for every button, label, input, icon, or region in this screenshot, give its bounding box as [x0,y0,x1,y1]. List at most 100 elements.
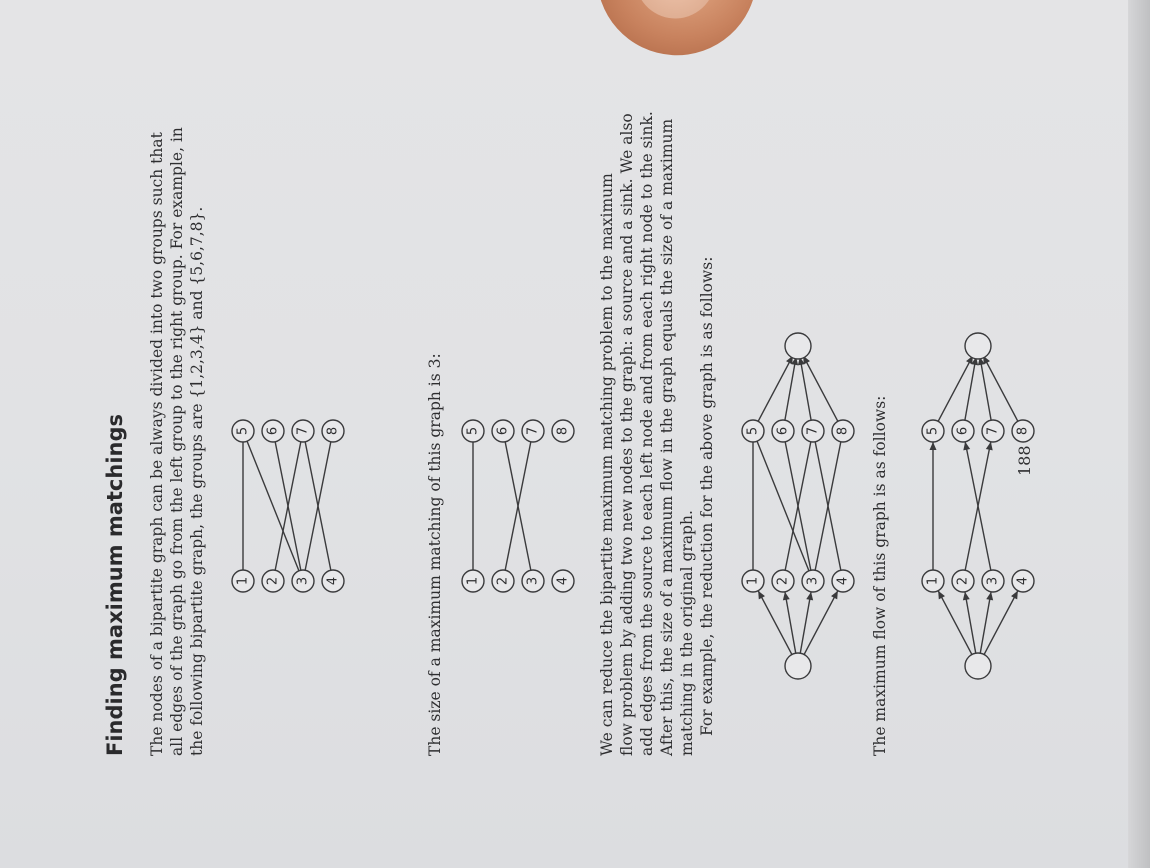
maxflow-node-6 [951,419,975,443]
maxflow-sink-edge-5 [937,355,974,422]
reduction-source-edge-2 [784,591,797,656]
graph-node-label-2: 2 [266,577,281,585]
reduction-edge-3-6 [784,441,812,571]
maxflow-node-label-3: 3 [986,577,1001,585]
reduction-node-7 [801,419,825,443]
reduction-edge-4-7 [814,441,842,571]
maxflow-node-5 [921,419,945,443]
matching-node-4 [551,569,575,593]
graph-node-6 [261,419,285,443]
maxflow-node-label-1: 1 [926,577,941,585]
reduction-node-label-7: 7 [806,427,821,435]
thumbnail [631,0,721,24]
reduction-node-label-3: 3 [806,577,821,585]
graph-node-label-5: 5 [236,427,251,435]
matching-node-8 [551,419,575,443]
graph-node-1 [231,569,255,593]
reduction-node-label-6: 6 [776,427,791,435]
reduction-node-label-4: 4 [836,577,851,585]
maxflow-node-1 [921,569,945,593]
reduction-node-label-8: 8 [836,427,851,435]
maxflow-node-3 [981,569,1005,593]
reduction-sink-edge-5-arrow [786,355,793,365]
matching-node-2 [491,569,515,593]
maxflow-node-label-2: 2 [956,577,971,585]
graph-node-2 [261,569,285,593]
graph-node-label-7: 7 [296,427,311,435]
reduction-source-edge-3-arrow [806,591,814,601]
graph-edge-4-7 [304,441,332,571]
maxflow-node-label-5: 5 [926,427,941,435]
maxflow-node-8 [1011,419,1035,443]
maxflow-source-edge-4-arrow [1011,590,1018,600]
reduction-edge-3-5 [756,440,810,572]
reduction-source-edge-1-arrow [758,590,765,600]
maxflow-node-label-7: 7 [986,427,1001,435]
maxflow-sink-edge-6 [964,356,977,421]
graph-node-label-1: 1 [236,577,251,585]
reduction-source-edge-3 [799,591,812,656]
reduction-sink-edge-7 [799,356,812,421]
page-number: 188 [1015,445,1034,476]
reduction-node-label-2: 2 [776,577,791,585]
maxflow-source-node [964,652,992,680]
graph-node-label-6: 6 [266,427,281,435]
reduction-node-1 [741,569,765,593]
reduction-line-4: After this, the size of a maximum flow i… [658,118,676,756]
matching-node-label-3: 3 [526,577,541,585]
matching-edge-3-6 [504,441,532,571]
matching-node-label-4: 4 [556,577,571,585]
reduction-node-label-1: 1 [746,577,761,585]
graph-node-label-8: 8 [326,427,341,435]
matching-node-label-5: 5 [466,427,481,435]
maxflow-node-label-4: 4 [1016,577,1031,585]
reduction-node-4 [831,569,855,593]
reduction-node-label-5: 5 [746,427,761,435]
reduction-source-edge-2-arrow [782,591,790,601]
maxflow-edge-2-7-arrow [985,441,993,451]
maxflow-source-edge-3-arrow [986,591,994,601]
maxflow-source-edge-2 [964,591,977,656]
maxflow-edge-3-6 [964,441,992,571]
graph-node-5 [231,419,255,443]
matching-node-label-7: 7 [526,427,541,435]
graph-node-8 [321,419,345,443]
maxflow-sink-edge-8-arrow [983,355,990,365]
maxflow-source-edge-2-arrow [962,591,970,601]
matching-node-6 [491,419,515,443]
graph-node-7 [291,419,315,443]
maxflow-node-label-8: 8 [1016,427,1031,435]
reduction-sink-node [784,332,812,360]
maxflow-edge-3-6-arrow [963,441,971,451]
reduction-node-3 [801,569,825,593]
maxflow-sink-node [964,332,992,360]
maxflow-node-4 [1011,569,1035,593]
page-edge [1128,0,1150,868]
matching-node-7 [521,419,545,443]
reduction-line-1: We can reduce the bipartite maximum matc… [598,173,616,756]
maxflow-node-2 [951,569,975,593]
reduction-node-6 [771,419,795,443]
maxflow-sink-edge-8 [982,355,1019,422]
matching-node-label-2: 2 [496,577,511,585]
matching-node-label-8: 8 [556,427,571,435]
graph-edge-3-5 [246,440,300,572]
maxflow-source-edge-1 [937,590,974,657]
reduction-sink-edge-8-arrow [803,355,810,365]
maxflow-node-label-6: 6 [956,427,971,435]
page-content: Finding maximum matchings The nodes of a… [85,46,1145,866]
matching-node-5 [461,419,485,443]
matching-node-label-1: 1 [466,577,481,585]
reduction-line-6: For example, the reduction for the above… [698,256,716,736]
graph-node-4 [321,569,345,593]
bipartite-graph: 1 2 3 4 5 6 7 8 1 2 3 4 5 6 7 8 1 2 3 4 5 6 7 8 1 2 3 4 5 6 7 8 [231,332,1035,680]
maxflow-source-edge-4 [982,590,1019,657]
matching-sentence: The size of a maximum matching of this g… [426,353,444,756]
reduction-node-8 [831,419,855,443]
reduction-source-edge-4-arrow [831,590,838,600]
reduction-sink-edge-5 [757,355,794,422]
maxflow-sink-edge-5-arrow [966,355,973,365]
maxflow-sentence: The maximum flow of this graph is as fol… [871,395,889,756]
